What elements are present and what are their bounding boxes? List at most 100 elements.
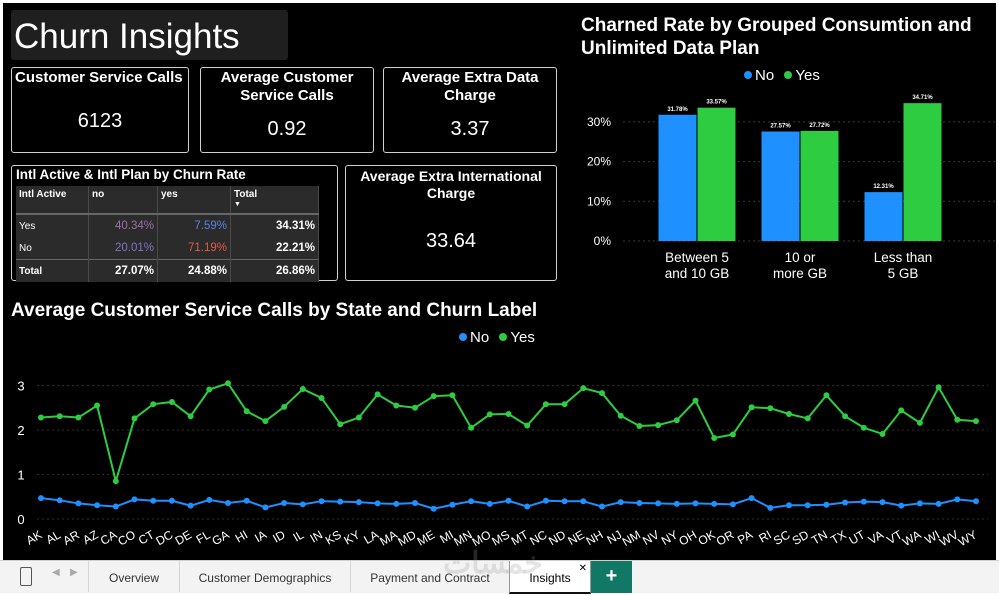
tab-customer-demographics[interactable]: Customer Demographics <box>179 561 350 592</box>
kpi-value: 6123 <box>77 110 123 132</box>
data-point-no <box>262 504 269 511</box>
x-tick-label: NH <box>583 527 605 548</box>
matrix-header-no[interactable]: no <box>88 186 158 215</box>
data-point-yes <box>673 417 680 424</box>
data-point-yes <box>655 422 662 429</box>
x-tick-label: VA <box>866 527 886 547</box>
data-point-yes <box>748 404 755 411</box>
bar-yes <box>903 103 942 241</box>
data-point-yes <box>412 404 418 411</box>
data-point-yes <box>206 386 213 393</box>
close-tab-icon[interactable]: ✕ <box>578 563 587 574</box>
data-point-yes <box>767 405 774 412</box>
y-tick-label: 3 <box>17 379 24 394</box>
legend-label-no[interactable]: No <box>470 329 490 346</box>
data-point-yes <box>804 415 811 422</box>
data-point-yes <box>131 415 138 422</box>
data-point-yes <box>468 424 475 431</box>
data-point-no <box>823 501 830 508</box>
x-tick-label: ND <box>546 527 568 548</box>
kpi-card-average-extra-data-charge[interactable]: Average Extra Data Charge 3.37 <box>383 67 557 153</box>
data-point-yes <box>617 412 624 419</box>
tab-scroll-left-icon[interactable]: ◀ <box>52 567 60 578</box>
bar-no <box>864 192 903 241</box>
data-label: 34.71% <box>912 95 933 101</box>
data-point-yes <box>299 386 306 393</box>
report-canvas: Churn Insights Customer Service Calls 61… <box>3 3 996 560</box>
data-point-yes <box>374 391 381 398</box>
x-tick-label: AZ <box>80 527 100 547</box>
data-point-yes <box>281 403 288 410</box>
kpi-label: Average Extra Data Charge <box>401 69 539 104</box>
data-point-yes <box>430 393 437 400</box>
legend-label-yes[interactable]: Yes <box>510 329 535 346</box>
data-point-no <box>449 501 456 508</box>
matrix-title: Intl Active & Intl Plan by Churn Rate <box>16 167 246 182</box>
data-point-yes <box>355 414 362 421</box>
tab-overview[interactable]: Overview <box>88 561 179 592</box>
x-tick-label: ID <box>270 527 288 545</box>
data-point-yes <box>187 413 194 420</box>
data-point-no <box>729 501 736 508</box>
x-tick-label: WY <box>956 527 980 549</box>
tab-scroll-right-icon[interactable]: ▶ <box>70 567 78 578</box>
data-point-no <box>412 499 418 506</box>
cell-value: 20.01% <box>88 237 158 260</box>
data-point-yes <box>860 424 867 431</box>
x-tick-label: NV <box>640 527 661 547</box>
data-point-no <box>131 496 138 503</box>
data-point-no <box>524 503 531 510</box>
x-tick-label: IA <box>252 527 269 545</box>
x-tick-label: SD <box>790 527 812 548</box>
intl-matrix-card[interactable]: Intl Active & Intl Plan by Churn Rate In… <box>11 165 338 282</box>
data-point-no <box>954 496 961 503</box>
y-tick-label: 20% <box>587 155 611 169</box>
x-tick-label: VT <box>884 527 905 547</box>
data-label: 31.78% <box>667 107 688 113</box>
data-point-yes <box>225 380 231 387</box>
data-point-yes <box>449 392 456 399</box>
x-tick-label: NM <box>620 527 643 548</box>
add-page-button[interactable]: + <box>591 561 632 593</box>
legend-label-yes[interactable]: Yes <box>795 67 820 84</box>
data-point-yes <box>842 413 849 420</box>
bar-no <box>761 131 800 241</box>
row-label: Total <box>16 259 89 282</box>
data-point-no <box>973 498 979 505</box>
table-row-total: Total 27.07% 24.88% 26.86% <box>16 259 319 282</box>
data-label: 12.31% <box>873 184 894 190</box>
matrix-header-yes[interactable]: yes <box>157 186 231 215</box>
kpi-card-average-extra-international-charge[interactable]: Average Extra International Charge 33.64 <box>345 165 557 281</box>
data-point-yes <box>318 394 325 401</box>
legend-dot-yes <box>499 333 508 341</box>
data-point-yes <box>38 414 44 421</box>
data-point-yes <box>486 411 493 418</box>
data-point-no <box>168 497 175 504</box>
x-tick-label: AK <box>24 527 45 547</box>
matrix-header-total[interactable]: Total ▼ <box>230 186 319 215</box>
page-tab-bar: ◀ ▶ Overview Customer Demographics Payme… <box>0 547 999 594</box>
mobile-layout-icon[interactable] <box>20 567 32 586</box>
cell-value: 40.34% <box>88 214 158 237</box>
data-label: 27.72% <box>809 123 830 129</box>
x-tick-label: CO <box>115 527 138 548</box>
kpi-card-customer-service-calls[interactable]: Customer Service Calls 6123 <box>11 67 189 153</box>
data-point-yes <box>692 397 699 404</box>
data-point-yes <box>823 392 830 399</box>
data-point-no <box>898 502 905 509</box>
data-point-no <box>75 500 82 507</box>
x-tick-label: IL <box>291 527 307 544</box>
bar-chart[interactable]: 0% 10% 20% 30% 31.78% 33.57% Between 5 and 10 G… <box>575 88 996 288</box>
legend-label-no[interactable]: No <box>755 67 775 84</box>
x-tick-label: DC <box>153 527 175 548</box>
data-point-no <box>655 500 662 507</box>
report-title-box: Churn Insights <box>11 10 288 60</box>
data-point-yes <box>916 419 923 426</box>
data-point-no <box>355 499 362 506</box>
sort-desc-icon: ▼ <box>234 201 241 208</box>
series-line-yes <box>40 382 977 485</box>
kpi-card-average-customer-service-calls[interactable]: Average Customer Service Calls 0.92 <box>200 67 374 153</box>
data-point-no <box>187 502 194 509</box>
data-point-no <box>673 500 680 507</box>
